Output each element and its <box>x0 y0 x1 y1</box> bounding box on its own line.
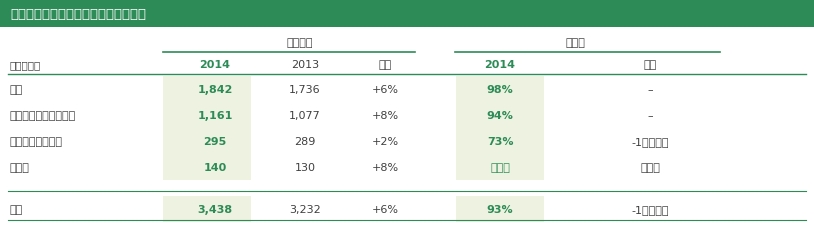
Text: 2013: 2013 <box>291 60 319 70</box>
FancyBboxPatch shape <box>163 196 251 222</box>
FancyBboxPatch shape <box>456 128 544 154</box>
Text: 73%: 73% <box>487 136 514 146</box>
Text: 租金收入: 租金收入 <box>287 38 313 48</box>
Text: 295: 295 <box>204 136 226 146</box>
Text: 1,161: 1,161 <box>197 111 233 121</box>
Text: +8%: +8% <box>371 162 399 172</box>
FancyBboxPatch shape <box>163 77 251 103</box>
Text: 289: 289 <box>295 136 316 146</box>
Text: +8%: +8% <box>371 111 399 121</box>
Text: 商鋪: 商鋪 <box>10 85 24 95</box>
Text: 變幅: 變幅 <box>379 60 392 70</box>
Text: –: – <box>647 111 653 121</box>
Text: +6%: +6% <box>371 85 399 95</box>
Text: 3,438: 3,438 <box>198 204 233 214</box>
Text: 總計: 總計 <box>10 204 24 214</box>
Text: 辦公樓及工業／辦公樓: 辦公樓及工業／辦公樓 <box>10 111 77 121</box>
Text: –: – <box>647 85 653 95</box>
Text: 停車場: 停車場 <box>10 162 30 172</box>
Text: 租出率: 租出率 <box>565 38 585 48</box>
Text: -1個百分點: -1個百分點 <box>631 136 669 146</box>
Text: 130: 130 <box>295 162 316 172</box>
FancyBboxPatch shape <box>163 128 251 154</box>
Text: 不適用: 不適用 <box>490 162 510 172</box>
Text: -1個百分點: -1個百分點 <box>631 204 669 214</box>
Text: 1,077: 1,077 <box>289 111 321 121</box>
Text: 變幅: 變幅 <box>643 60 657 70</box>
FancyBboxPatch shape <box>456 103 544 128</box>
FancyBboxPatch shape <box>456 196 544 222</box>
Text: +2%: +2% <box>371 136 399 146</box>
Text: 3,232: 3,232 <box>289 204 321 214</box>
Text: 港幣百萬元: 港幣百萬元 <box>10 60 42 70</box>
Text: +6%: +6% <box>371 204 399 214</box>
Text: 1,842: 1,842 <box>197 85 233 95</box>
Text: 香港物業組合的租金收入及租出率分析: 香港物業組合的租金收入及租出率分析 <box>10 7 146 20</box>
Text: 住宅及服務式寓所: 住宅及服務式寓所 <box>10 136 63 146</box>
Text: 不適用: 不適用 <box>640 162 660 172</box>
Text: 94%: 94% <box>487 111 514 121</box>
Text: 2014: 2014 <box>199 60 230 70</box>
Text: 2014: 2014 <box>484 60 515 70</box>
Text: 93%: 93% <box>487 204 514 214</box>
FancyBboxPatch shape <box>163 154 251 180</box>
FancyBboxPatch shape <box>163 103 251 128</box>
FancyBboxPatch shape <box>456 77 544 103</box>
Text: 98%: 98% <box>487 85 514 95</box>
FancyBboxPatch shape <box>0 0 814 28</box>
FancyBboxPatch shape <box>456 154 544 180</box>
Text: 1,736: 1,736 <box>289 85 321 95</box>
Text: 140: 140 <box>204 162 226 172</box>
